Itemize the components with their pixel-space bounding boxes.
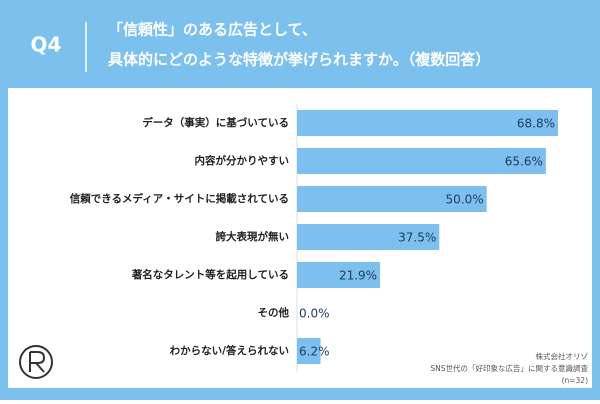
value-label: 37.5% <box>398 231 436 245</box>
bar <box>297 110 558 136</box>
source: (n=32) <box>562 376 589 385</box>
category-label: わからない/答えられない <box>170 344 289 357</box>
question-label: Q4 <box>31 33 62 57</box>
bar <box>297 148 546 174</box>
bar <box>297 262 381 288</box>
value-label: 6.2% <box>299 345 330 359</box>
category-label: 信頼できるメディア・サイトに掲載されている <box>70 192 289 205</box>
value-label: 65.6% <box>505 155 543 169</box>
category-label: 誇大表現が無い <box>216 230 290 243</box>
category-label: 著名なタレント等を起用している <box>131 268 289 281</box>
value-label: 68.8% <box>517 117 555 131</box>
chart-title: 具体的にどのような特徴が挙げられますか。（複数回答） <box>108 51 490 69</box>
category-label: データ（事実）に基づいている <box>142 116 289 129</box>
bar <box>297 338 321 364</box>
value-label: 50.0% <box>446 193 484 207</box>
bar <box>297 186 487 212</box>
logo-circle <box>19 345 53 379</box>
chart-title: 「信頼性」のある広告として、 <box>108 21 317 39</box>
source: SNS世代の「好印象な広告」に関する意識調査 <box>430 363 588 373</box>
value-label: 21.9% <box>339 269 377 283</box>
bar <box>297 224 440 250</box>
category-label: 内容が分かりやすい <box>195 154 290 167</box>
logo-mark <box>29 351 46 373</box>
source: 株式会社オリゾ <box>536 351 589 361</box>
value-label: 0.0% <box>299 307 330 321</box>
logo <box>19 345 53 379</box>
category-label: その他 <box>258 306 290 319</box>
